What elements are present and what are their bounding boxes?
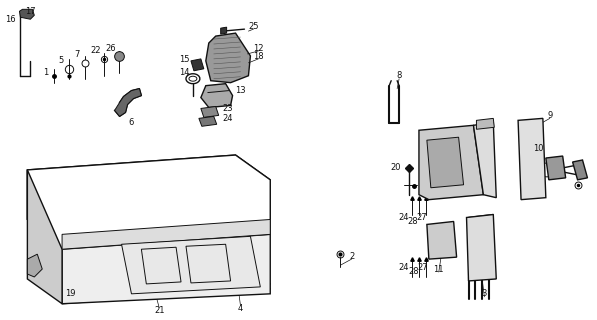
Text: 19: 19 — [64, 289, 75, 298]
Polygon shape — [62, 234, 270, 304]
Polygon shape — [27, 155, 270, 249]
Text: 10: 10 — [533, 144, 543, 153]
Polygon shape — [476, 118, 494, 129]
Text: 27: 27 — [417, 213, 427, 222]
Text: 3: 3 — [482, 289, 487, 298]
Polygon shape — [206, 33, 250, 83]
Polygon shape — [427, 137, 463, 188]
Polygon shape — [201, 107, 219, 117]
Polygon shape — [20, 9, 34, 19]
Polygon shape — [546, 156, 566, 180]
Text: 24: 24 — [222, 114, 233, 123]
Text: 25: 25 — [248, 22, 259, 31]
Text: 26: 26 — [105, 44, 116, 53]
Text: 6: 6 — [129, 118, 134, 127]
Text: 7: 7 — [74, 51, 79, 60]
Polygon shape — [473, 122, 496, 198]
Polygon shape — [518, 118, 546, 200]
Text: 14: 14 — [179, 68, 189, 77]
Polygon shape — [27, 254, 42, 277]
Text: 9: 9 — [547, 111, 552, 120]
Text: 28: 28 — [408, 217, 418, 226]
Polygon shape — [201, 84, 233, 108]
Text: 4: 4 — [238, 304, 243, 313]
Text: 15: 15 — [179, 55, 189, 64]
Text: 13: 13 — [235, 86, 246, 95]
Text: 20: 20 — [390, 164, 401, 172]
Text: 2: 2 — [349, 252, 354, 261]
Text: 24: 24 — [399, 213, 410, 222]
Polygon shape — [466, 214, 496, 281]
Polygon shape — [199, 116, 217, 126]
Text: 18: 18 — [253, 52, 264, 61]
Text: 12: 12 — [253, 44, 264, 53]
Polygon shape — [27, 170, 62, 304]
Text: 17: 17 — [25, 7, 36, 16]
Polygon shape — [419, 125, 484, 200]
Polygon shape — [27, 155, 270, 249]
Text: 21: 21 — [154, 306, 164, 315]
Polygon shape — [115, 89, 141, 116]
Polygon shape — [573, 160, 587, 180]
Text: 22: 22 — [91, 46, 101, 55]
Text: 23: 23 — [222, 104, 233, 113]
Text: 8: 8 — [396, 71, 402, 80]
Polygon shape — [62, 220, 270, 249]
Text: 1: 1 — [44, 68, 49, 77]
Polygon shape — [427, 221, 457, 259]
Polygon shape — [191, 59, 204, 71]
Text: 24: 24 — [399, 263, 410, 272]
Text: 5: 5 — [59, 56, 64, 65]
Text: 16: 16 — [5, 15, 16, 24]
Text: 27: 27 — [417, 263, 428, 272]
Polygon shape — [221, 27, 227, 34]
Polygon shape — [122, 236, 260, 294]
Text: 28: 28 — [409, 267, 419, 276]
Text: 11: 11 — [433, 265, 444, 274]
